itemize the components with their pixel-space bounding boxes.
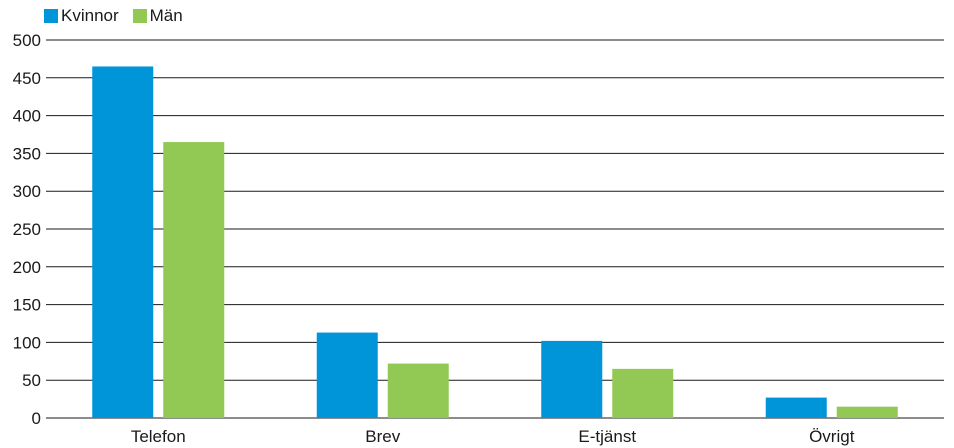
legend-item-kvinnor: Kvinnor [44, 6, 119, 26]
y-tick-label: 0 [32, 409, 41, 428]
bars [92, 66, 898, 419]
x-tick-label: E-tjänst [578, 427, 636, 446]
y-tick-label: 450 [13, 69, 41, 88]
bar-Män-Telefon [163, 142, 225, 418]
bar-Män-E-tjänst [612, 368, 674, 418]
legend-label-man: Män [149, 6, 183, 25]
bar-Kvinnor-Övrigt [765, 397, 827, 418]
legend-item-man: Män [132, 6, 183, 26]
y-tick-label: 150 [13, 296, 41, 315]
y-tick-label: 300 [13, 182, 41, 201]
legend-label-kvinnor: Kvinnor [61, 6, 119, 25]
y-tick-label: 350 [13, 144, 41, 163]
legend: Kvinnor Män [44, 6, 197, 26]
y-tick-label: 250 [13, 220, 41, 239]
x-tick-label: Telefon [131, 427, 186, 446]
legend-swatch-man [132, 9, 147, 23]
bar-Kvinnor-E-tjänst [541, 340, 603, 418]
bar-Män-Brev [387, 363, 449, 418]
y-axis-ticks: 0 50 100 150 200 250 300 350 400 450 500 [13, 31, 41, 428]
bar-Män-Övrigt [836, 406, 898, 418]
x-tick-label: Övrigt [809, 427, 855, 446]
y-tick-label: 50 [22, 371, 41, 390]
y-tick-label: 200 [13, 258, 41, 277]
x-axis-ticks: Telefon Brev E-tjänst Övrigt [131, 427, 855, 446]
bar-Kvinnor-Telefon [92, 66, 154, 419]
x-tick-label: Brev [365, 427, 400, 446]
legend-swatch-kvinnor [44, 9, 58, 23]
y-tick-label: 400 [13, 107, 41, 126]
bar-Kvinnor-Brev [316, 332, 378, 418]
y-tick-label: 500 [13, 31, 41, 50]
y-tick-label: 100 [13, 333, 41, 352]
